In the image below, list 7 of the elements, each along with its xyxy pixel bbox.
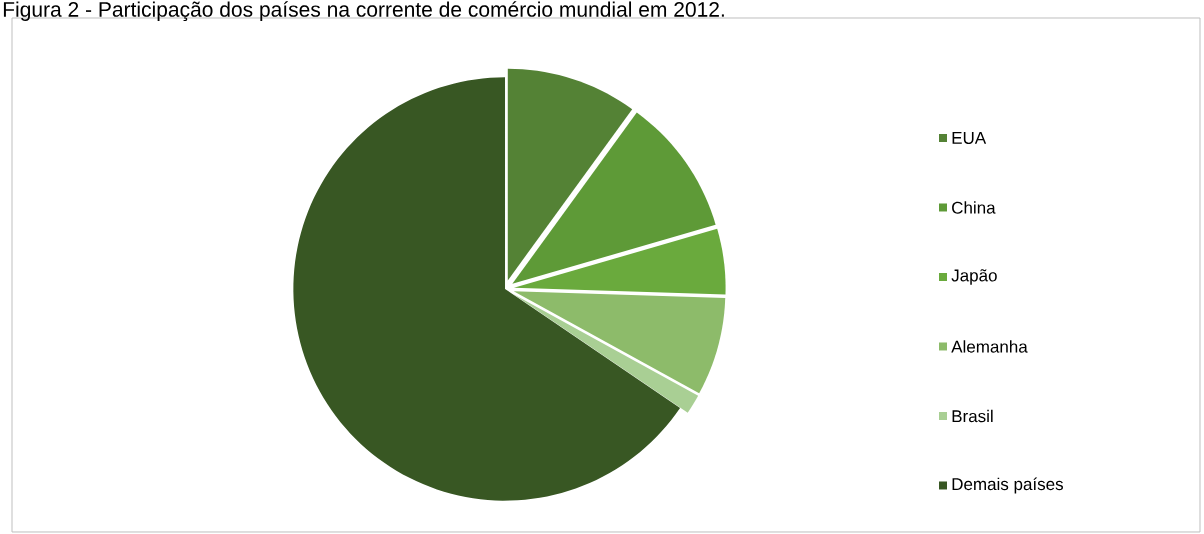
- legend-label: China: [952, 201, 996, 214]
- legend-label: Brasil: [952, 409, 993, 423]
- legend-label: Demais países: [952, 477, 1063, 494]
- legend-label: Japão: [951, 269, 997, 285]
- legend-label: Alemanha: [951, 340, 1028, 353]
- chart-title: Figura 2 - Participação dos países na corrente de comércio mundial em 2012.: [3, 1, 724, 22]
- legend-label: EUA: [952, 132, 987, 144]
